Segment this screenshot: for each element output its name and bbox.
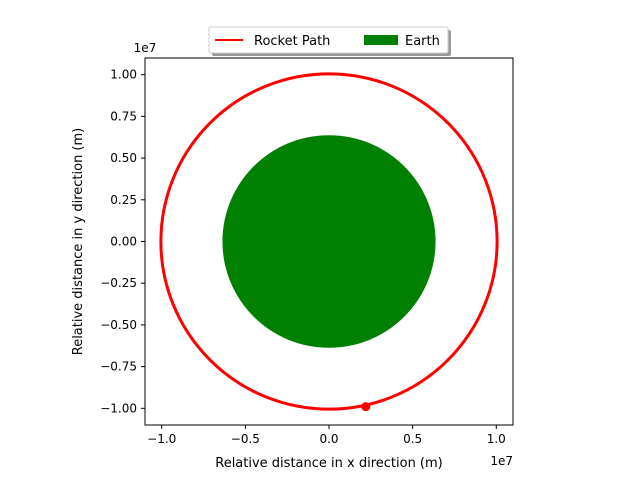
legend-earth-label: Earth [405,34,440,49]
y-tick-label: 0.50 [110,151,137,165]
y-tick-label: 1.00 [110,68,137,82]
y-tick-label: −0.75 [100,360,137,374]
y-tick-label: −1.00 [100,401,137,415]
y-tick-label: 0.75 [110,109,137,123]
x-tick-label: −1.0 [147,432,176,446]
x-axis-ticks: −1.0 −0.5 0.0 0.5 1.0 [147,425,506,446]
x-axis-offset-label: 1e7 [490,454,513,468]
x-tick-label: 0.0 [319,432,338,446]
y-tick-label: −0.50 [100,318,137,332]
y-axis-label: Relative distance in y direction (m) [71,128,86,356]
x-axis-label: Relative distance in x direction (m) [215,456,443,471]
axes: −1.0 −0.5 0.0 0.5 1.0 −1.00 −0.75 −0.50 −0.25 0.… [71,41,514,471]
y-tick-label: −0.25 [100,276,137,290]
y-axis-offset-label: 1e7 [134,41,157,55]
legend-box [208,26,449,54]
legend-earth-swatch [364,35,398,45]
rocket-path-line [159,72,499,411]
plot-area [159,72,499,412]
earth-disk [222,135,436,348]
y-axis-ticks: −1.00 −0.75 −0.50 −0.25 0.00 0.25 0.50 0.75 1.00 [100,68,145,415]
y-tick-label: 0.00 [110,235,137,249]
x-tick-label: −0.5 [231,432,260,446]
legend-rocket-path-label: Rocket Path [254,34,330,49]
x-tick-label: 1.0 [487,432,506,446]
y-tick-label: 0.25 [110,193,137,207]
x-tick-label: 0.5 [403,432,422,446]
rocket-position-marker [361,402,371,412]
legend: Rocket Path Earth [208,26,451,56]
